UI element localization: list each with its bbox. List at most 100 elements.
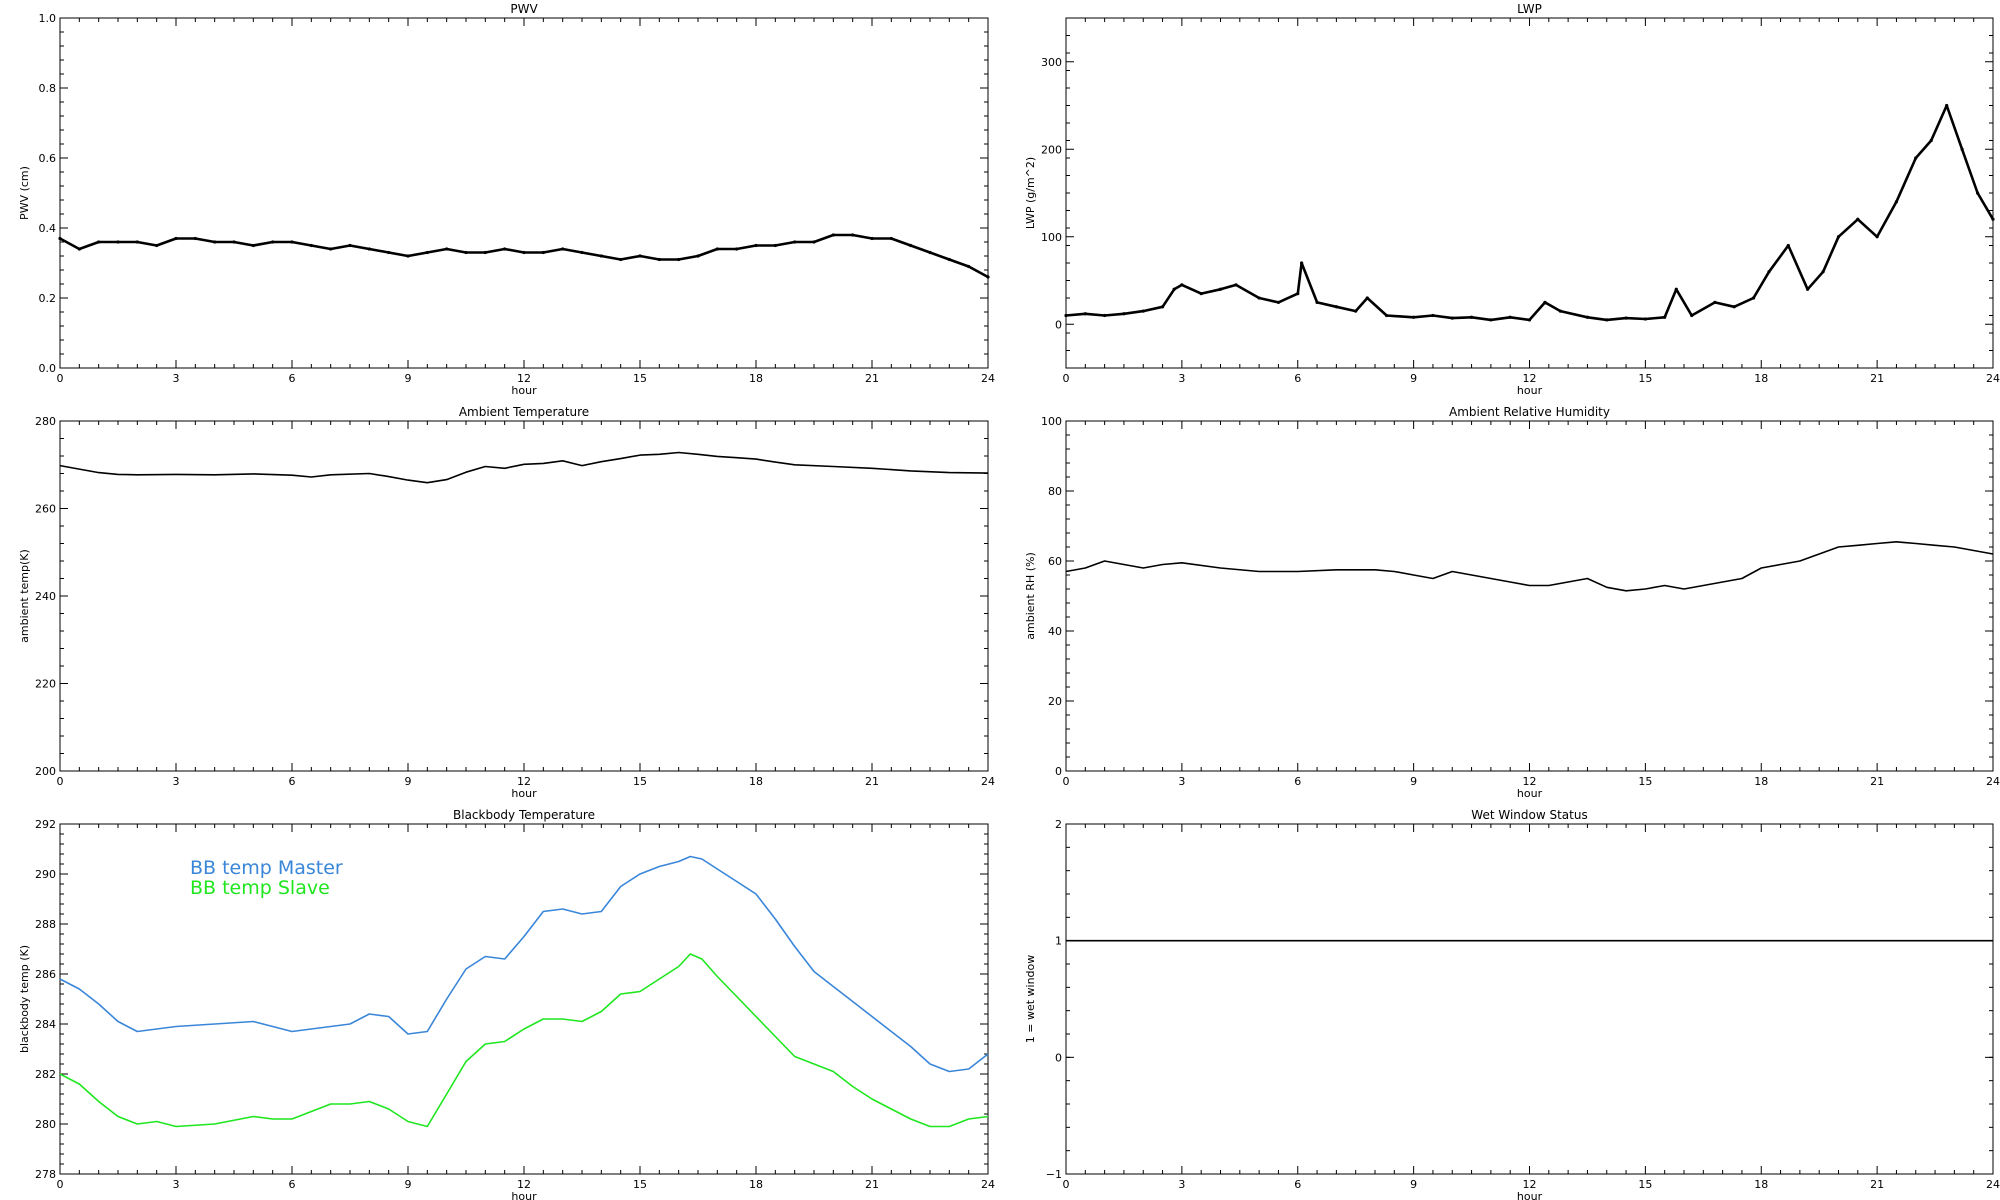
lwp-data-point [1199,292,1203,296]
lwp-data-point [1914,156,1918,160]
ambient-rh-x-tick-label: 6 [1294,775,1301,788]
pwv-x-tick-label: 0 [57,372,64,385]
blackbody-temp-legend-entry: BB temp Master [190,857,343,879]
ambient-rh-series-line-0 [1065,540,1994,592]
lwp-data-point [1663,315,1667,319]
ambient-temp-y-tick-label: 200 [35,765,56,778]
pwv-data-point [290,240,294,244]
ambient-rh-y-tick-label: 40 [1048,625,1062,638]
pwv-y-tick-label: 1.0 [39,12,57,25]
lwp-data-point [1064,313,1068,318]
pwv-data-point [947,257,951,262]
lwp-plot-frame [1065,17,1994,369]
lwp-data-point [1975,191,1980,195]
blackbody-temp-legend-entry: BB temp Slave [190,877,330,899]
lwp-data-point [1354,309,1358,313]
lwp-data-point [1991,217,1995,221]
pwv-data-point [232,240,236,244]
ambient-temp-y-tick-label: 260 [35,503,56,516]
pwv-data-point [909,243,913,248]
pwv-data-point [677,257,681,262]
lwp-x-tick-label: 0 [1063,372,1070,385]
lwp-data-point [1543,300,1547,304]
lwp-y-tick-label: 300 [1041,56,1062,69]
pwv-y-tick-label: 0.2 [39,292,57,305]
lwp-data-point [1929,138,1933,143]
pwv-y-axis-label: PWV (cm) [18,166,31,220]
ambient-temp-title: Ambient Temperature [459,405,589,419]
lwp-data-point [1276,300,1281,304]
pwv-x-tick-label: 12 [517,372,531,385]
blackbody-temp-y-tick-label: 284 [35,1018,56,1031]
pwv-x-tick-label: 9 [405,372,412,385]
lwp-data-point [1585,315,1590,319]
wet-window-x-tick-label: 3 [1178,1178,1185,1191]
pwv-x-tick-label: 6 [289,372,296,385]
blackbody-temp-x-tick-label: 24 [981,1178,995,1191]
lwp-data-point [1122,312,1126,316]
pwv-data-point [116,240,120,244]
pwv-x-axis-label: hour [511,384,537,397]
lwp-data-point [1960,147,1964,151]
pwv-x-tick-label: 15 [633,372,647,385]
pwv-y-tick-label: 0.4 [39,222,57,235]
blackbody-temp-x-tick-label: 15 [633,1178,647,1191]
wet-window-x-tick-label: 21 [1870,1178,1884,1191]
lwp-x-tick-label: 3 [1178,372,1185,385]
ambient-rh-x-tick-label: 15 [1638,775,1652,788]
blackbody-temp-y-tick-label: 286 [35,968,56,981]
ambient-temp-x-tick-label: 6 [289,775,296,788]
lwp-x-axis-label: hour [1517,384,1543,397]
ambient-rh-y-tick-label: 20 [1048,695,1062,708]
lwp-x-tick-label: 24 [1986,372,2000,385]
pwv-data-point [58,236,62,241]
ambient-temp-series-line-0 [59,451,989,484]
blackbody-temp-series-line-0 [59,855,989,1073]
lwp-data-point [1767,270,1771,274]
ambient-temp-x-tick-label: 0 [57,775,64,788]
wet-window-title: Wet Window Status [1471,808,1587,822]
ambient-temp-x-tick-label: 21 [865,775,879,788]
pwv-data-point [406,254,410,258]
pwv-data-point [561,247,565,251]
lwp-data-point [1315,300,1319,304]
lwp-data-point [1605,318,1609,322]
lwp-x-tick-label: 18 [1754,372,1768,385]
ambient-rh-y-tick-label: 80 [1048,485,1062,498]
lwp-data-point [1821,270,1825,274]
ambient-rh-x-tick-label: 21 [1870,775,1884,788]
wet-window-x-tick-label: 9 [1410,1178,1417,1191]
lwp-data-point [1674,287,1678,291]
wet-window-x-tick-label: 12 [1523,1178,1537,1191]
pwv-data-point [213,240,217,244]
lwp-data-point [1180,283,1184,287]
pwv-data-point [445,247,449,251]
chart-ambient-temp: Ambient Temperature 0 3 6 9 12 15 18 21 24 hour 200… [18,405,995,800]
wet-window-y-axis-label: 1 = wet window [1024,955,1037,1044]
pwv-y-tick-label: 0.0 [39,362,57,375]
ambient-temp-y-axis-label: ambient temp(K) [18,549,31,643]
lwp-data-point [1508,315,1512,319]
pwv-data-point [638,254,642,258]
lwp-data-point [1218,287,1223,291]
lwp-data-point [1643,317,1647,321]
ambient-temp-x-axis-label: hour [511,787,537,800]
pwv-data-point [793,240,797,244]
lwp-x-tick-label: 9 [1410,372,1417,385]
lwp-data-point [1527,318,1532,322]
wet-window-y-tick-label: −1 [1046,1168,1062,1181]
blackbody-temp-title: Blackbody Temperature [453,808,595,822]
blackbody-temp-x-tick-label: 6 [289,1178,296,1191]
pwv-data-point [348,243,352,248]
lwp-data-point [1751,296,1756,300]
pwv-data-point [851,233,855,237]
pwv-series-line-0 [59,233,989,279]
pwv-data-point [503,247,507,251]
lwp-data-point [1806,287,1810,291]
wet-window-y-tick-label: 1 [1055,935,1062,948]
lwp-data-point [1558,309,1562,313]
pwv-data-point [812,240,816,244]
pwv-data-point [483,250,487,255]
wet-window-y-tick-label: 2 [1055,818,1062,831]
pwv-data-point [367,247,371,251]
